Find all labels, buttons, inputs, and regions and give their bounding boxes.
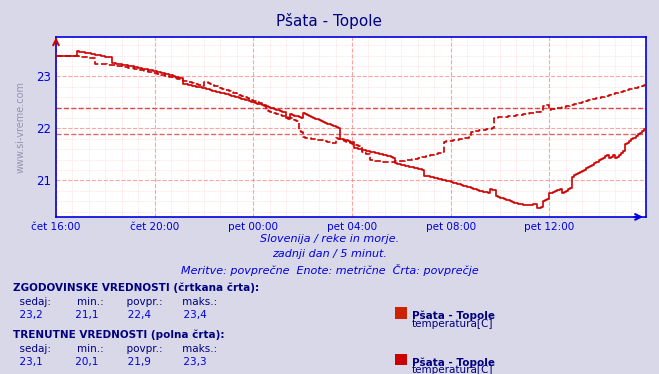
Text: www.si-vreme.com: www.si-vreme.com bbox=[16, 81, 26, 173]
Text: zadnji dan / 5 minut.: zadnji dan / 5 minut. bbox=[272, 249, 387, 259]
Text: Meritve: povprečne  Enote: metrične  Črta: povprečje: Meritve: povprečne Enote: metrične Črta:… bbox=[181, 264, 478, 276]
Text: Slovenija / reke in morje.: Slovenija / reke in morje. bbox=[260, 234, 399, 244]
Text: Pšata - Topole: Pšata - Topole bbox=[412, 310, 495, 321]
Text: Pšata - Topole: Pšata - Topole bbox=[277, 13, 382, 29]
Text: Pšata - Topole: Pšata - Topole bbox=[412, 357, 495, 368]
Text: temperatura[C]: temperatura[C] bbox=[412, 319, 494, 329]
Text: 23,2          21,1         22,4          23,4: 23,2 21,1 22,4 23,4 bbox=[13, 310, 207, 321]
Text: sedaj:        min.:       povpr.:      maks.:: sedaj: min.: povpr.: maks.: bbox=[13, 344, 217, 354]
Text: 23,1          20,1         21,9          23,3: 23,1 20,1 21,9 23,3 bbox=[13, 357, 207, 367]
Text: temperatura[C]: temperatura[C] bbox=[412, 365, 494, 374]
Text: sedaj:        min.:       povpr.:      maks.:: sedaj: min.: povpr.: maks.: bbox=[13, 297, 217, 307]
Text: TRENUTNE VREDNOSTI (polna črta):: TRENUTNE VREDNOSTI (polna črta): bbox=[13, 330, 225, 340]
Text: ZGODOVINSKE VREDNOSTI (črtkana črta):: ZGODOVINSKE VREDNOSTI (črtkana črta): bbox=[13, 282, 259, 293]
